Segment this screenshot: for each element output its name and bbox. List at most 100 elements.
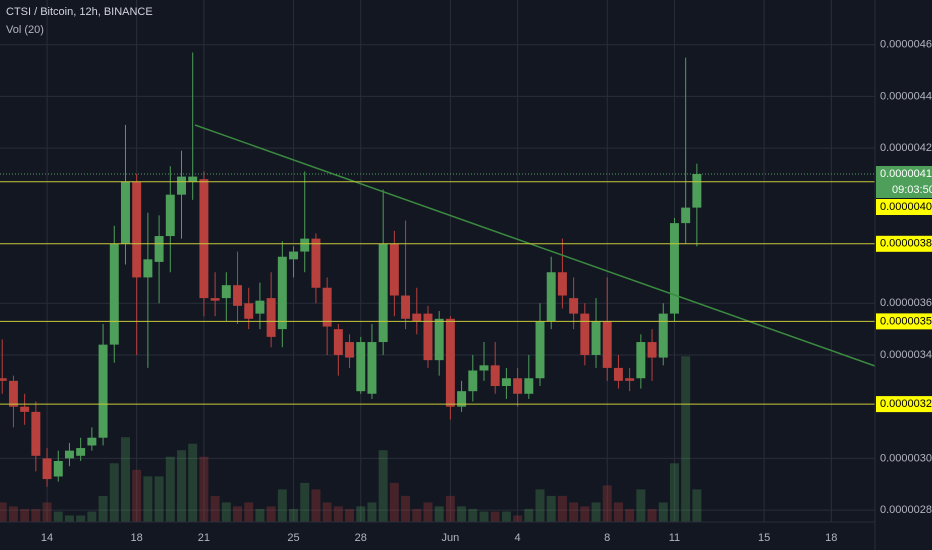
volume-bar xyxy=(64,515,74,522)
volume-bar xyxy=(289,508,299,522)
candle-body xyxy=(412,313,422,322)
candle-body xyxy=(233,285,242,306)
last-price-box xyxy=(876,166,932,198)
candle-body xyxy=(479,365,489,371)
volume-bar xyxy=(647,508,657,522)
volume-bar xyxy=(31,508,41,522)
volume-bar xyxy=(669,463,679,522)
volume-bar xyxy=(154,476,164,522)
candle-body xyxy=(356,342,366,392)
candle-body xyxy=(199,179,209,299)
volume-bar xyxy=(613,502,623,522)
volume-bar xyxy=(322,502,332,522)
volume-bar xyxy=(20,508,30,522)
candle-body xyxy=(53,460,63,477)
volume-bar xyxy=(625,508,635,522)
level-label: 0.00000353 xyxy=(880,315,932,327)
candle-body xyxy=(177,176,186,195)
x-tick-label: 4 xyxy=(515,532,521,544)
volume-bar xyxy=(143,476,153,522)
candle-body xyxy=(434,318,444,361)
chart-title: CTSI / Bitcoin, 12h, BINANCE xyxy=(6,6,153,18)
candle-body xyxy=(277,256,287,330)
candle-body xyxy=(289,251,299,260)
candle-body xyxy=(580,313,590,355)
x-tick-label: 18 xyxy=(131,532,143,544)
x-tick-label: 11 xyxy=(669,532,680,544)
candle-body xyxy=(143,259,153,278)
x-tick-label: 14 xyxy=(41,532,53,544)
level-label: 0.00000407 xyxy=(880,201,932,213)
volume-bar xyxy=(513,515,523,522)
volume-bar xyxy=(233,506,242,522)
candle-body xyxy=(378,243,388,343)
x-tick-label: 25 xyxy=(287,532,299,544)
candles xyxy=(0,52,702,487)
volume-bar xyxy=(412,508,422,522)
volume-bar xyxy=(479,511,489,522)
volume-bar xyxy=(165,456,175,522)
volume-bar xyxy=(132,469,142,522)
level-box xyxy=(876,396,932,413)
candle-body xyxy=(87,437,97,446)
candle-body xyxy=(266,298,276,337)
volume-bar xyxy=(76,515,86,522)
candle-body xyxy=(647,342,657,358)
volume-bar xyxy=(356,506,366,522)
x-tick-label: 18 xyxy=(825,532,837,544)
x-tick-label: 8 xyxy=(604,532,610,544)
volume-bar xyxy=(120,437,130,522)
candle-body xyxy=(221,285,231,299)
candle-body xyxy=(345,342,355,358)
candle-body xyxy=(681,207,691,224)
candle-body xyxy=(445,318,455,407)
volume-bar xyxy=(300,482,310,522)
volume-bar xyxy=(244,502,254,522)
candle-body xyxy=(423,313,433,361)
volume-bar xyxy=(535,489,545,522)
volume-bar xyxy=(367,502,377,522)
candle-body xyxy=(109,243,119,345)
level-label: 0.00000321 xyxy=(880,398,932,410)
volume-bar xyxy=(210,495,220,522)
x-tick-label: 21 xyxy=(198,532,210,544)
volume-bar xyxy=(457,506,467,522)
candle-body xyxy=(132,181,142,278)
volume-bar xyxy=(681,356,691,522)
volume-bar xyxy=(87,511,97,522)
volume-bar xyxy=(109,463,119,522)
candle-body xyxy=(120,181,130,244)
candle-body xyxy=(311,238,321,288)
candle-body xyxy=(20,406,30,412)
volume-bar xyxy=(0,502,7,522)
candle-body xyxy=(188,176,198,182)
volume-bar xyxy=(445,495,455,522)
volume-bar xyxy=(311,489,321,522)
volume-bar xyxy=(591,502,601,522)
volume-bar xyxy=(557,495,567,522)
volume-bar xyxy=(569,502,579,522)
volume-bar xyxy=(42,502,52,522)
volume-bar xyxy=(177,450,186,522)
candle-body xyxy=(322,287,332,327)
volume-bar xyxy=(333,506,343,522)
candle-body xyxy=(625,378,635,381)
volume-bar xyxy=(53,511,63,522)
volume-bar xyxy=(636,489,646,522)
candle-body xyxy=(154,236,164,262)
candle-body xyxy=(524,378,534,394)
volume-bar xyxy=(255,508,265,522)
volume-bar xyxy=(490,511,500,522)
candle-body xyxy=(210,298,220,301)
candle-body xyxy=(367,342,377,394)
candle-body xyxy=(300,238,310,252)
volume-bar xyxy=(524,508,534,522)
volume-bar xyxy=(266,506,276,522)
candle-body xyxy=(513,378,523,394)
candle-body xyxy=(669,223,679,314)
